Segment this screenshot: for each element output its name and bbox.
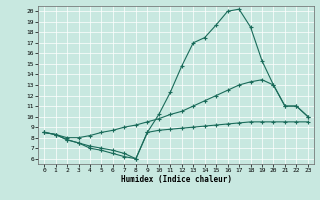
X-axis label: Humidex (Indice chaleur): Humidex (Indice chaleur) <box>121 175 231 184</box>
